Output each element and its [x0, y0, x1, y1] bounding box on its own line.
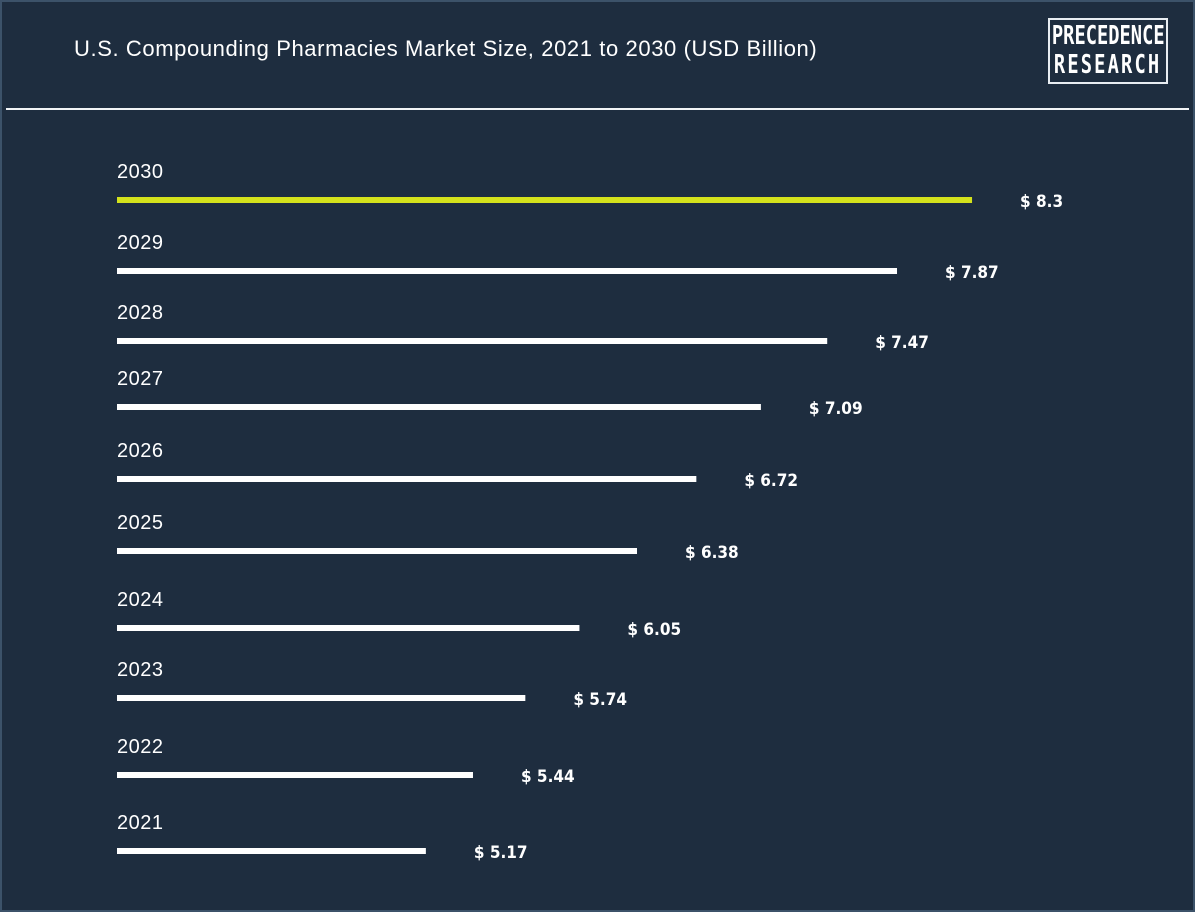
bar-2027 [117, 404, 761, 410]
bar-2030 [117, 197, 973, 203]
value-label-2030: $ 8.3 [1020, 192, 1063, 212]
value-label-2024: $ 6.05 [627, 620, 681, 640]
year-label-2028: 2028 [117, 302, 164, 324]
bar-2024 [117, 625, 580, 631]
bar-2025 [117, 548, 638, 554]
year-label-2029: 2029 [117, 232, 164, 254]
year-label-2026: 2026 [117, 440, 164, 462]
value-label-2025: $ 6.38 [685, 543, 739, 563]
value-label-2028: $ 7.47 [875, 333, 929, 353]
year-label-2023: 2023 [117, 659, 164, 681]
chart-title: U.S. Compounding Pharmacies Market Size,… [74, 36, 818, 61]
bar-2029 [117, 268, 898, 274]
value-label-2022: $ 5.44 [521, 767, 575, 787]
value-label-2027: $ 7.09 [809, 399, 863, 419]
bar-2022 [117, 772, 473, 778]
value-label-2029: $ 7.87 [945, 263, 999, 283]
year-label-2025: 2025 [117, 512, 164, 534]
value-label-2026: $ 6.72 [744, 471, 798, 491]
year-label-2027: 2027 [117, 368, 164, 390]
bar-2028 [117, 338, 828, 344]
logo-line-1: PRECEDENCE [1051, 21, 1165, 51]
precedence-research-logo: PRECEDENCE RESEARCH [1048, 18, 1168, 84]
year-label-2024: 2024 [117, 589, 164, 611]
bar-2023 [117, 695, 526, 701]
logo-line-2: RESEARCH [1054, 50, 1162, 80]
bar-2026 [117, 476, 697, 482]
year-label-2021: 2021 [117, 812, 164, 834]
year-label-2022: 2022 [117, 736, 164, 758]
header-divider [6, 108, 1189, 110]
year-label-2030: 2030 [117, 161, 164, 183]
value-label-2021: $ 5.17 [474, 843, 528, 863]
value-label-2023: $ 5.74 [573, 690, 627, 710]
bar-2021 [117, 848, 426, 854]
